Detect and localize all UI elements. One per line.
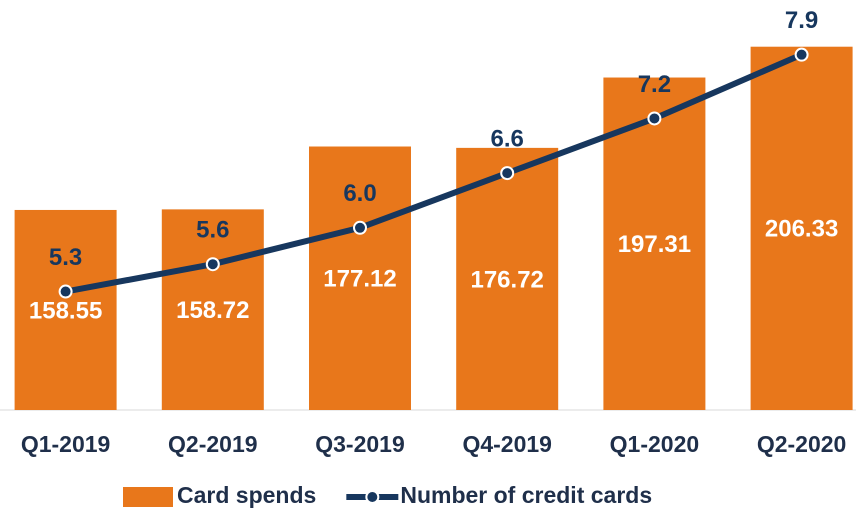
legend-swatch bbox=[123, 487, 173, 507]
line-value-label: 7.2 bbox=[638, 71, 671, 98]
bar bbox=[750, 46, 853, 410]
bar-value-label: 177.12 bbox=[323, 266, 396, 293]
bar-value-label: 206.33 bbox=[765, 216, 838, 243]
line-value-label: 6.6 bbox=[491, 125, 524, 152]
x-tick-label: Q3-2019 bbox=[315, 431, 405, 457]
bar bbox=[456, 147, 559, 410]
line-marker bbox=[205, 257, 220, 272]
line-marker bbox=[647, 111, 662, 126]
x-tick-label: Q2-2020 bbox=[757, 431, 847, 457]
x-tick-label: Q2-2019 bbox=[168, 431, 258, 457]
bar bbox=[14, 209, 117, 410]
line-marker bbox=[58, 284, 73, 299]
bar-value-label: 176.72 bbox=[470, 266, 543, 293]
legend-label: Number of credit cards bbox=[400, 482, 652, 508]
bar bbox=[309, 146, 411, 411]
line-value-label: 5.6 bbox=[196, 217, 229, 244]
line-value-label: 7.9 bbox=[785, 7, 818, 34]
line-marker bbox=[500, 166, 515, 181]
line-value-label: 5.3 bbox=[49, 244, 82, 271]
bar-value-label: 197.31 bbox=[618, 231, 691, 258]
line bbox=[65, 51, 803, 295]
legend-label: Card spends bbox=[177, 482, 316, 508]
x-tick-label: Q1-2019 bbox=[21, 431, 111, 457]
bar-value-label: 158.72 bbox=[176, 297, 249, 324]
line-marker bbox=[794, 47, 809, 62]
bar-value-label: 158.55 bbox=[29, 297, 102, 324]
legend-swatch bbox=[365, 490, 380, 504]
x-tick-label: Q4-2019 bbox=[462, 431, 552, 457]
x-tick-label: Q1-2020 bbox=[610, 431, 700, 457]
line-value-label: 6.0 bbox=[343, 180, 376, 207]
line-marker bbox=[353, 220, 367, 235]
bar bbox=[161, 209, 264, 410]
